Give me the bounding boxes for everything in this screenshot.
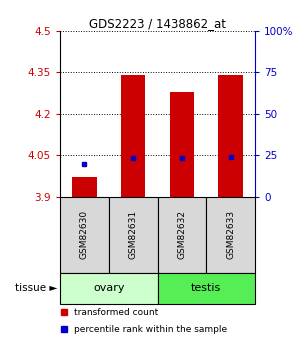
Bar — [72, 177, 97, 197]
Bar — [218, 75, 243, 197]
Bar — [121, 75, 145, 197]
Text: tissue ►: tissue ► — [15, 283, 57, 293]
Text: testis: testis — [191, 283, 221, 293]
Bar — [206, 197, 255, 273]
Bar — [158, 197, 206, 273]
Bar — [60, 273, 158, 304]
Bar — [158, 273, 255, 304]
Text: GSM82630: GSM82630 — [80, 210, 89, 259]
Text: GSM82633: GSM82633 — [226, 210, 235, 259]
Text: transformed count: transformed count — [74, 308, 158, 317]
Title: GDS2223 / 1438862_at: GDS2223 / 1438862_at — [89, 17, 226, 30]
Bar — [109, 197, 158, 273]
Text: ovary: ovary — [93, 283, 124, 293]
Bar — [60, 197, 109, 273]
Text: GSM82632: GSM82632 — [177, 210, 186, 259]
Bar — [170, 92, 194, 197]
Text: percentile rank within the sample: percentile rank within the sample — [74, 325, 227, 334]
Text: GSM82631: GSM82631 — [129, 210, 138, 259]
